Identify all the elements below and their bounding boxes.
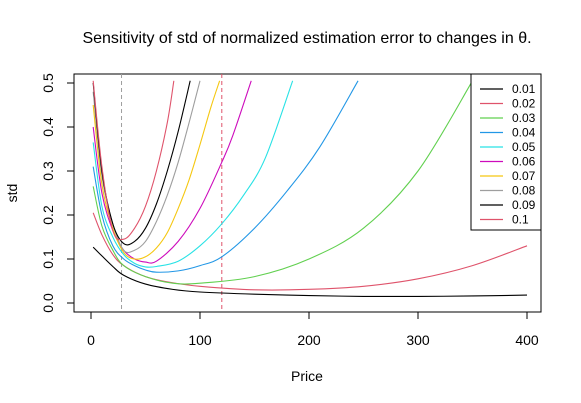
y-axis: 0.0 0.1 0.2 0.3 0.4 0.5 [40, 73, 75, 313]
legend-label-0.1: 0.1 [512, 213, 529, 227]
y-tick-label: 0.3 [40, 161, 56, 181]
x-tick-label: 200 [297, 332, 321, 348]
legend-label-0.04: 0.04 [512, 126, 536, 140]
series-line-0.03 [92, 80, 473, 285]
reference-lines [121, 74, 223, 312]
y-axis-label: std [4, 184, 20, 203]
legend: 0.010.020.030.040.050.060.070.080.090.1 [470, 73, 542, 231]
legend-label-0.08: 0.08 [512, 184, 536, 198]
legend-label-0.01: 0.01 [512, 82, 536, 96]
series-line-0.09 [92, 80, 191, 246]
series-line-0.02 [92, 212, 528, 291]
series-lines [92, 80, 528, 298]
legend-box [470, 73, 542, 231]
x-tick-label: 100 [188, 332, 212, 348]
x-axis: 0 100 200 300 400 [87, 311, 539, 348]
series-line-0.07 [92, 80, 221, 260]
y-tick-label: 0.0 [40, 293, 56, 313]
x-tick-label: 300 [406, 332, 430, 348]
y-tick-label: 0.2 [40, 205, 56, 225]
series-line-0.1 [92, 80, 175, 241]
series-line-0.01 [92, 246, 528, 298]
y-tick-label: 0.4 [40, 117, 56, 137]
series-line-0.06 [92, 80, 252, 264]
legend-label-0.06: 0.06 [512, 155, 536, 169]
x-tick-label: 400 [515, 332, 539, 348]
y-tick-label: 0.5 [40, 73, 56, 93]
legend-label-0.05: 0.05 [512, 140, 536, 154]
legend-label-0.07: 0.07 [512, 169, 536, 183]
chart-title: Sensitivity of std of normalized estimat… [82, 30, 531, 47]
legend-label-0.09: 0.09 [512, 198, 536, 212]
y-tick-label: 0.1 [40, 249, 56, 269]
series-line-0.04 [92, 80, 359, 273]
legend-label-0.02: 0.02 [512, 97, 536, 111]
legend-label-0.03: 0.03 [512, 111, 536, 125]
series-line-0.05 [92, 80, 294, 268]
x-axis-label: Price [291, 368, 323, 384]
x-tick-label: 0 [87, 332, 95, 348]
